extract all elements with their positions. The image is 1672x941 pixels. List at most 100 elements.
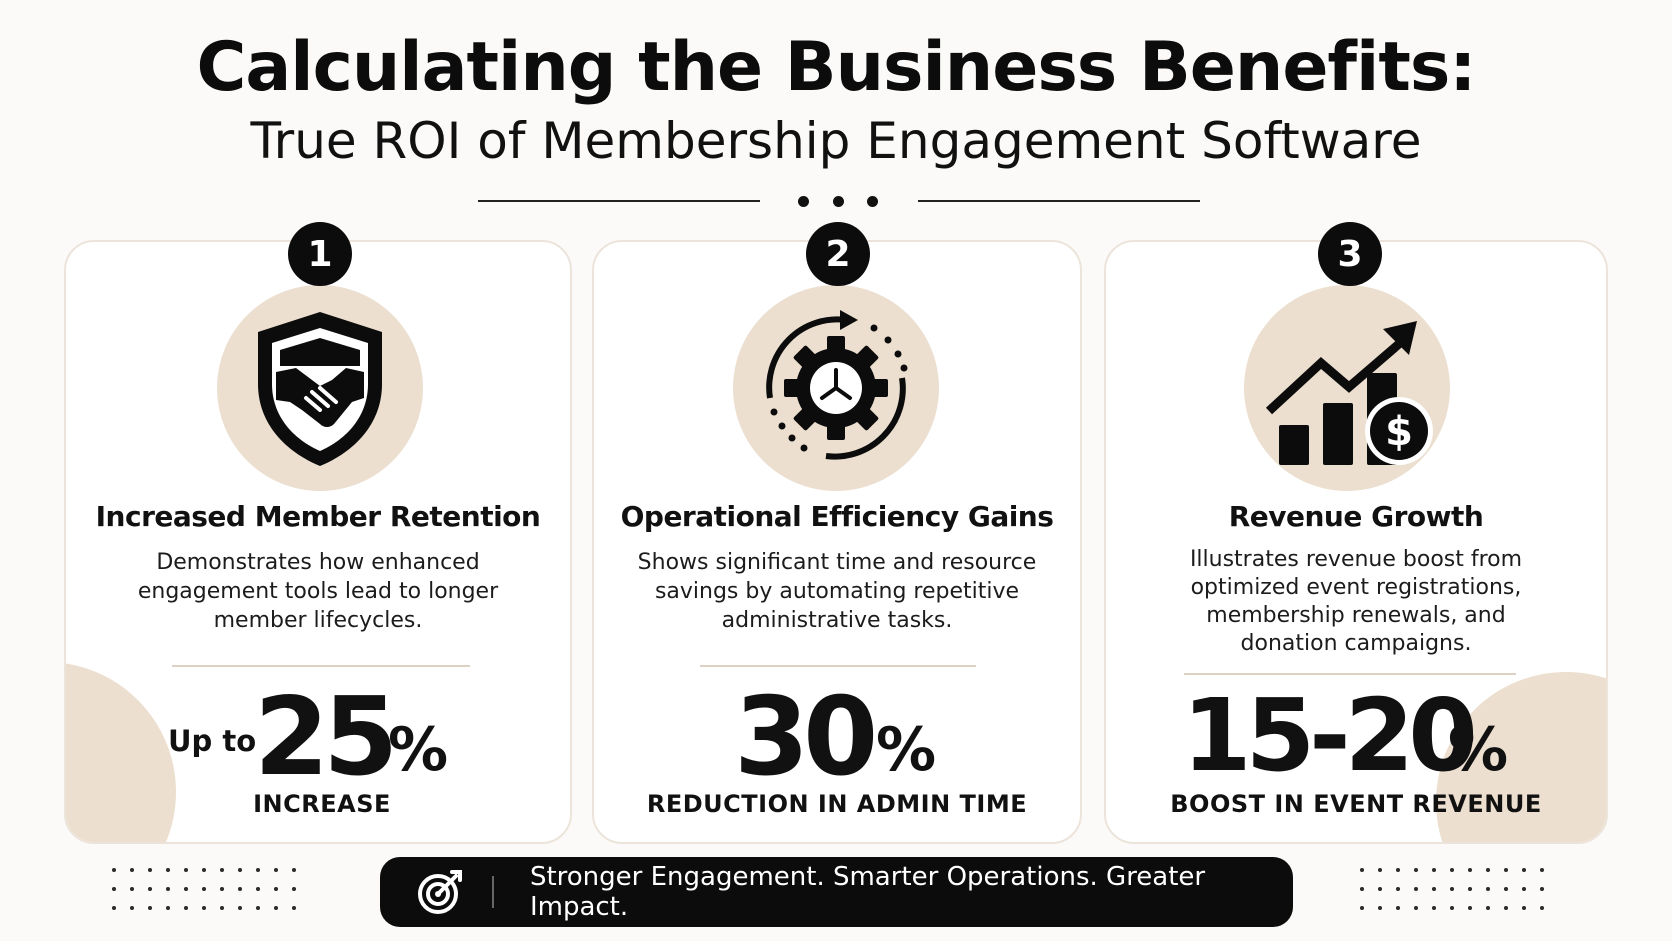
grid-dot (130, 906, 134, 910)
revenue-growth-chart-icon: $ (1265, 321, 1433, 465)
grid-dot (1486, 887, 1490, 891)
card-rule (700, 665, 976, 667)
grid-dot (1450, 868, 1454, 872)
grid-dot (112, 868, 116, 872)
grid-dot (238, 906, 242, 910)
grid-dot (1432, 906, 1436, 910)
grid-dot (166, 906, 170, 910)
grid-dot (1486, 868, 1490, 872)
gear-clock-icon (766, 310, 908, 460)
stat-label: BOOST IN EVENT REVENUE (1170, 790, 1542, 818)
grid-dot (1522, 887, 1526, 891)
card-title: Operational Efficiency Gains (620, 500, 1054, 533)
stat-value: 30 (734, 675, 878, 800)
tagline-text: Stronger Engagement. Smarter Operations.… (529, 862, 1206, 922)
grid-dot (1450, 906, 1454, 910)
stat-prefix: Up to (168, 724, 257, 758)
page-subtitle: True ROI of Membership Engagement Softwa… (250, 112, 1422, 170)
grid-dot (256, 868, 260, 872)
grid-dot (1504, 887, 1508, 891)
grid-dot (1540, 868, 1544, 872)
grid-dot (1450, 887, 1454, 891)
grid-dot (166, 868, 170, 872)
card-description: Illustrates revenue boost from optimized… (1104, 546, 1608, 658)
card-corner-decoration (66, 662, 176, 842)
grid-dot (292, 887, 296, 891)
grid-dot (256, 887, 260, 891)
stat-unit: % (1448, 715, 1509, 785)
divider-dots (798, 194, 878, 208)
grid-dot (1504, 906, 1508, 910)
grid-dot (220, 906, 224, 910)
grid-dot (1360, 906, 1364, 910)
grid-dot (238, 887, 242, 891)
grid-dot (1522, 868, 1526, 872)
grid-dot (148, 887, 152, 891)
grid-dot (184, 868, 188, 872)
grid-dot (130, 887, 134, 891)
grid-dot (238, 868, 242, 872)
grid-dot (274, 868, 278, 872)
card-rule (172, 665, 470, 667)
description-line: Shows significant time and resource (637, 550, 1037, 575)
step-badge-1: 1 (288, 222, 352, 286)
card-rule (1184, 673, 1516, 675)
description-line: engagement tools lead to longer (137, 579, 499, 604)
card-title: Increased Member Retention (95, 500, 541, 533)
icon-circle-3: $ (1244, 285, 1450, 491)
grid-dot (292, 868, 296, 872)
grid-dot (1414, 906, 1418, 910)
grid-dot (1432, 887, 1436, 891)
grid-dot (1540, 887, 1544, 891)
grid-dot (1378, 887, 1382, 891)
handshake-shield-icon (258, 312, 382, 466)
grid-dot (148, 906, 152, 910)
card-title: Revenue Growth (1228, 500, 1484, 533)
grid-dot (166, 887, 170, 891)
grid-dot (1522, 906, 1526, 910)
grid-dot (1486, 906, 1490, 910)
decorative-dot-grid-left (112, 868, 296, 910)
description-line: membership renewals, and (1206, 603, 1506, 628)
grid-dot (1360, 887, 1364, 891)
icon-circle-1 (217, 285, 423, 491)
grid-dot (1396, 887, 1400, 891)
grid-dot (256, 906, 260, 910)
stat-unit: % (388, 715, 449, 785)
grid-dot (1468, 906, 1472, 910)
grid-dot (1396, 868, 1400, 872)
tagline-banner: Stronger Engagement. Smarter Operations.… (380, 857, 1293, 927)
grid-dot (130, 868, 134, 872)
grid-dot (274, 887, 278, 891)
description-line: donation campaigns. (1240, 631, 1472, 656)
description-line: administrative tasks. (721, 608, 953, 633)
grid-dot (220, 868, 224, 872)
grid-dot (1378, 868, 1382, 872)
divider-right-line (918, 200, 1200, 202)
grid-dot (1378, 906, 1382, 910)
grid-dot (184, 887, 188, 891)
page-title: Calculating the Business Benefits: (196, 28, 1476, 107)
grid-dot (1432, 868, 1436, 872)
step-badge-2: 2 (806, 222, 870, 286)
description-line: optimized event registrations, (1190, 575, 1522, 600)
grid-dot (202, 868, 206, 872)
description-line: member lifecycles. (213, 608, 423, 633)
svg-text:$: $ (1385, 409, 1413, 455)
grid-dot (274, 906, 278, 910)
stat-label: REDUCTION IN ADMIN TIME (646, 790, 1028, 818)
grid-dot (1414, 887, 1418, 891)
grid-dot (220, 887, 224, 891)
grid-dot (1468, 868, 1472, 872)
icon-circle-2 (733, 285, 939, 491)
banner-separator (492, 876, 494, 908)
grid-dot (1360, 868, 1364, 872)
grid-dot (112, 887, 116, 891)
grid-dot (184, 906, 188, 910)
card-description: Demonstrates how enhanced engagement too… (64, 548, 572, 635)
target-icon (416, 868, 464, 916)
grid-dot (148, 868, 152, 872)
stat-label: INCREASE (253, 790, 391, 818)
decorative-dot-grid-right (1360, 868, 1544, 910)
stat-value: 25 (254, 675, 398, 800)
